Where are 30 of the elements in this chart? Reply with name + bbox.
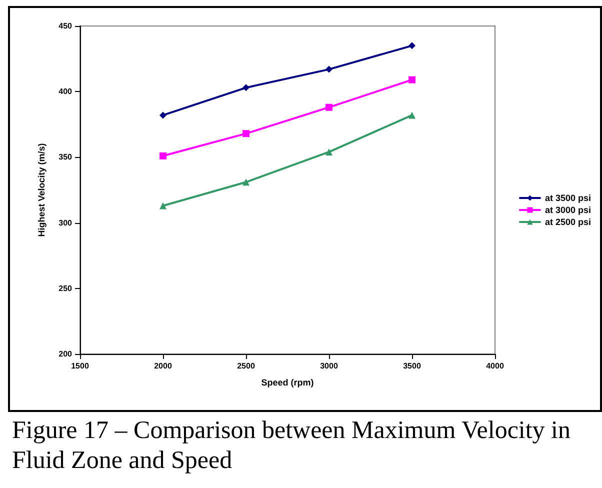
y-tick-label: 350 bbox=[58, 152, 73, 162]
x-axis-title: Speed (rpm) bbox=[261, 378, 314, 388]
point bbox=[160, 202, 166, 210]
point bbox=[326, 148, 332, 156]
y-tick-label: 300 bbox=[58, 218, 73, 228]
y-tick-label: 400 bbox=[58, 87, 73, 96]
point bbox=[408, 112, 416, 119]
point bbox=[408, 76, 416, 84]
y-tick-label: 250 bbox=[58, 284, 73, 293]
x-tick-label: 3000 bbox=[320, 362, 338, 370]
point bbox=[408, 42, 416, 50]
point bbox=[326, 104, 332, 111]
caption: Figure 17 – Comparison between Maximum Velocity in Fluid Zone and Speed bbox=[8, 410, 600, 480]
point bbox=[242, 130, 250, 138]
legend-label: at 3000 psi bbox=[544, 205, 592, 215]
x-tick-label: 1500 bbox=[71, 362, 90, 370]
point bbox=[160, 152, 166, 160]
x-tick-label: 2000 bbox=[154, 362, 172, 370]
x-tick-label: 3500 bbox=[403, 362, 422, 370]
point bbox=[242, 178, 250, 186]
x-tick-label: 2500 bbox=[237, 362, 256, 370]
y-axis-title: Highest Velocity (m/s) bbox=[36, 143, 46, 237]
y-tick-label: 200 bbox=[58, 350, 73, 358]
point bbox=[242, 84, 250, 92]
point bbox=[160, 112, 166, 119]
legend-label: at 2500 psi bbox=[544, 217, 592, 227]
point bbox=[326, 66, 332, 73]
x-tick-label: 4000 bbox=[486, 362, 504, 370]
legend-label: at 3500 psi bbox=[544, 193, 592, 203]
y-tick-label: 450 bbox=[58, 22, 73, 30]
